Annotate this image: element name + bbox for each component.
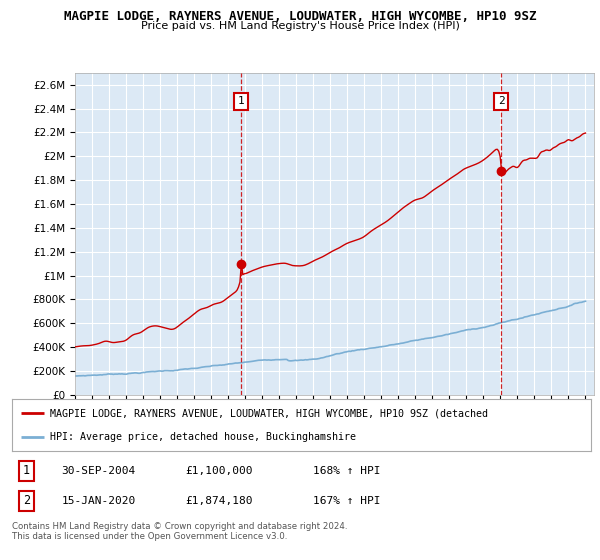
Text: Contains HM Land Registry data © Crown copyright and database right 2024.
This d: Contains HM Land Registry data © Crown c… <box>12 522 347 542</box>
Text: MAGPIE LODGE, RAYNERS AVENUE, LOUDWATER, HIGH WYCOMBE, HP10 9SZ: MAGPIE LODGE, RAYNERS AVENUE, LOUDWATER,… <box>64 10 536 22</box>
Text: £1,100,000: £1,100,000 <box>186 466 253 476</box>
Text: HPI: Average price, detached house, Buckinghamshire: HPI: Average price, detached house, Buck… <box>50 432 356 442</box>
Text: 168% ↑ HPI: 168% ↑ HPI <box>313 466 380 476</box>
Text: 15-JAN-2020: 15-JAN-2020 <box>61 496 136 506</box>
Text: 2: 2 <box>23 494 30 507</box>
Text: 1: 1 <box>23 464 30 478</box>
Text: 1: 1 <box>238 96 244 106</box>
Text: MAGPIE LODGE, RAYNERS AVENUE, LOUDWATER, HIGH WYCOMBE, HP10 9SZ (detached: MAGPIE LODGE, RAYNERS AVENUE, LOUDWATER,… <box>50 408 488 418</box>
Text: £1,874,180: £1,874,180 <box>186 496 253 506</box>
Text: Price paid vs. HM Land Registry's House Price Index (HPI): Price paid vs. HM Land Registry's House … <box>140 21 460 31</box>
Text: 2: 2 <box>498 96 505 106</box>
Text: 30-SEP-2004: 30-SEP-2004 <box>61 466 136 476</box>
Text: 167% ↑ HPI: 167% ↑ HPI <box>313 496 380 506</box>
